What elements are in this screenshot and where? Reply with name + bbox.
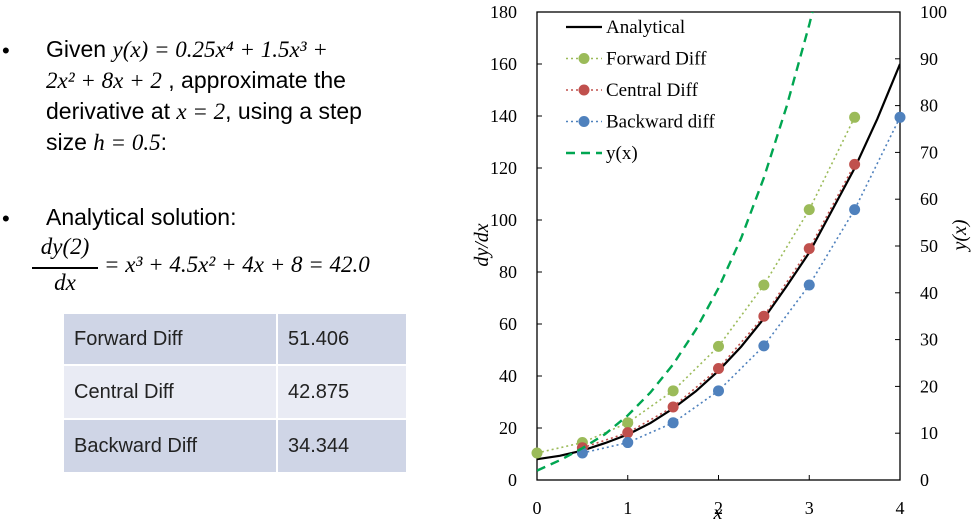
results-table: Forward Diff 51.406 Central Diff 42.875 …	[62, 312, 408, 474]
y2-tick-label: 30	[920, 330, 938, 350]
y-tick-label: 60	[499, 314, 517, 334]
problem-text: :	[160, 129, 167, 155]
fraction-numerator: dy(2)	[40, 234, 90, 259]
y-axis-label: dy/dx	[471, 223, 493, 266]
data-point	[667, 417, 679, 429]
y-tick-label: 140	[490, 106, 517, 126]
problem-line-4: size h = 0.5:	[46, 127, 167, 158]
legend-marker	[578, 116, 590, 127]
problem-text: , using a step	[225, 98, 362, 124]
data-point	[758, 279, 770, 291]
legend-marker	[578, 53, 590, 64]
method-cell: Forward Diff	[62, 312, 278, 366]
table-row: Forward Diff 51.406	[62, 312, 408, 366]
problem-equation: y(x) = 0.25x⁴ + 1.5x³ +	[112, 37, 328, 62]
problem-text: , approximate the	[161, 67, 346, 93]
data-point	[622, 437, 634, 449]
y2-tick-label: 40	[920, 283, 938, 303]
x-tick-label: 3	[805, 498, 814, 518]
problem-text: derivative at	[46, 98, 177, 124]
legend-label: y(x)	[606, 143, 638, 164]
problem-line-1: Given y(x) = 0.25x⁴ + 1.5x³ +	[46, 34, 328, 65]
y2-tick-label: 20	[920, 376, 938, 396]
series-line	[537, 63, 900, 461]
data-point	[758, 340, 770, 352]
series-line	[537, 12, 814, 472]
data-point	[849, 158, 861, 170]
data-point	[622, 427, 634, 439]
data-point	[803, 279, 815, 291]
y-tick-label: 40	[499, 366, 517, 386]
data-point	[849, 204, 861, 216]
y-tick-label: 80	[499, 262, 517, 282]
data-point	[667, 385, 679, 397]
problem-text: size	[46, 129, 94, 155]
data-point	[622, 417, 634, 429]
problem-line-3: derivative at x = 2, using a step	[46, 96, 362, 127]
data-point	[803, 243, 815, 255]
method-cell: Backward Diff	[62, 418, 278, 474]
legend-label: Backward diff	[606, 112, 716, 133]
evaluation-point: x = 2	[176, 99, 226, 124]
data-point	[758, 310, 770, 322]
y2-tick-label: 100	[920, 2, 947, 22]
y-tick-label: 160	[490, 54, 517, 74]
value-cell: 42.875	[276, 364, 408, 420]
plot-frame	[536, 11, 901, 481]
y-tick-label: 20	[499, 418, 517, 438]
data-point	[713, 385, 724, 397]
y-tick-label: 120	[490, 158, 517, 178]
fraction-bar	[32, 267, 98, 269]
problem-text: Given	[46, 36, 113, 62]
analytical-result: = x³ + 4.5x² + 4x + 8 = 42.0	[104, 252, 370, 277]
y-tick-label: 0	[508, 470, 517, 490]
legend-label: Central Diff	[606, 80, 699, 101]
data-point	[531, 447, 543, 459]
y2-tick-label: 80	[920, 96, 938, 116]
x-tick-label: 0	[533, 498, 542, 518]
problem-line-2: 2x² + 8x + 2 , approximate the	[46, 65, 346, 96]
y2-tick-label: 0	[920, 470, 929, 490]
y2-tick-label: 70	[920, 142, 938, 162]
bullet-marker: •	[2, 38, 10, 63]
table-row: Backward Diff 34.344	[62, 418, 408, 474]
y2-tick-label: 90	[920, 49, 938, 69]
x-tick-label: 1	[623, 498, 632, 518]
data-point	[713, 362, 724, 374]
data-point	[894, 111, 906, 123]
y2-tick-label: 60	[920, 189, 938, 209]
legend-marker	[578, 84, 590, 96]
table-row: Central Diff 42.875	[62, 364, 408, 420]
analytical-heading: Analytical solution:	[46, 204, 237, 230]
data-point	[713, 340, 724, 352]
y2-axis-label: y(x)	[949, 219, 971, 252]
data-point	[667, 401, 679, 413]
data-point	[849, 111, 861, 123]
y2-tick-label: 10	[920, 423, 938, 443]
value-cell: 51.406	[276, 312, 408, 366]
y-tick-label: 100	[490, 210, 517, 230]
fraction-denominator: dx	[54, 270, 76, 295]
data-point	[803, 204, 815, 216]
x-axis-label: x	[713, 502, 723, 522]
legend-label: Analytical	[606, 17, 685, 38]
step-size: h = 0.5	[93, 130, 161, 155]
x-tick-label: 2	[714, 498, 723, 518]
method-cell: Central Diff	[62, 364, 278, 420]
y-tick-label: 180	[490, 2, 517, 22]
legend-label: Forward Diff	[606, 49, 707, 70]
value-cell: 34.344	[276, 418, 408, 474]
y2-tick-label: 50	[920, 236, 938, 256]
x-tick-label: 4	[896, 498, 905, 518]
bullet-marker: •	[2, 206, 10, 231]
problem-equation-cont: 2x² + 8x + 2	[46, 68, 162, 93]
